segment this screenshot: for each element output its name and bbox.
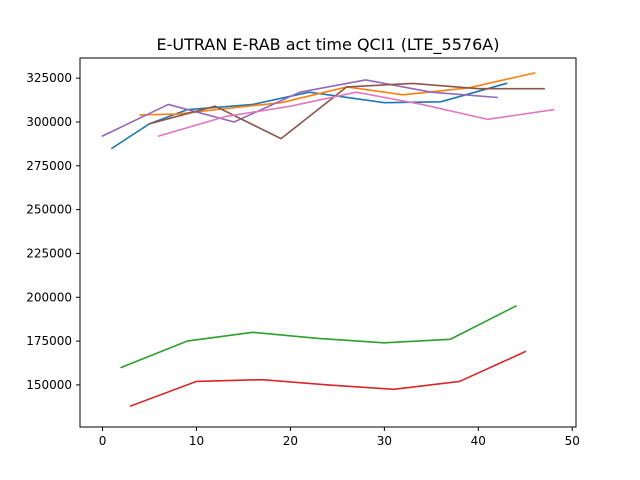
x-tick-label: 40 [471, 434, 486, 448]
x-tick-label: 0 [99, 434, 107, 448]
y-axis: 150000 175000 200000 225000 250000 275000 3000… [26, 71, 80, 392]
series-line-7 [157, 91, 555, 138]
series-layer [101, 71, 555, 407]
chart-title: E-UTRAN E-RAB act time QCI1 (LTE_5576A) [157, 35, 500, 55]
y-tick-label: 275000 [26, 159, 72, 173]
series-line-2 [139, 71, 536, 116]
x-tick-label: 30 [377, 434, 392, 448]
y-tick-label: 225000 [26, 246, 72, 260]
series-line-6 [148, 82, 545, 140]
y-tick-label: 250000 [26, 203, 72, 217]
plot-area-frame [79, 57, 577, 428]
series-line-4 [129, 350, 527, 407]
y-tick-label: 200000 [26, 290, 72, 304]
series-line-5 [101, 79, 498, 138]
x-axis: 0 10 20 30 40 50 [99, 427, 580, 448]
y-tick-label: 325000 [26, 71, 72, 85]
x-tick-label: 50 [565, 434, 580, 448]
x-tick-label: 20 [283, 434, 298, 448]
y-tick-label: 175000 [26, 334, 72, 348]
y-tick-label: 150000 [26, 378, 72, 392]
series-line-3 [120, 304, 517, 369]
y-tick-label: 300000 [26, 115, 72, 129]
x-tick-label: 10 [189, 434, 204, 448]
